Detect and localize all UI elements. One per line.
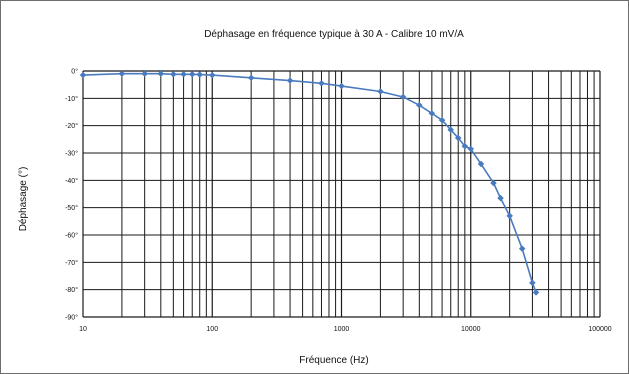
y-tick-label: -70° — [65, 259, 78, 267]
data-point — [180, 70, 187, 78]
data-point — [188, 70, 196, 78]
x-tick-label: 100 — [206, 326, 218, 333]
data-point — [532, 289, 540, 296]
data-point — [196, 71, 204, 78]
x-tick-label: 10000 — [461, 326, 481, 333]
data-point — [490, 179, 497, 187]
data-point — [467, 145, 475, 153]
data-point — [454, 134, 462, 142]
data-point — [118, 70, 126, 78]
y-tick-label: -30° — [65, 150, 78, 158]
x-axis-title: Fréquence (Hz) — [299, 355, 368, 366]
data-point — [518, 245, 526, 253]
data-point — [477, 160, 485, 168]
data-point — [529, 279, 536, 287]
data-point — [208, 71, 216, 79]
data-point — [377, 88, 384, 95]
data-point — [415, 101, 423, 109]
data-point — [438, 116, 446, 124]
x-tick-label: 100000 — [588, 326, 611, 333]
y-tick-label: -50° — [65, 204, 78, 212]
data-point — [399, 93, 407, 101]
y-tick-label: -60° — [65, 232, 78, 240]
y-tick-label: -40° — [65, 177, 78, 185]
y-tick-labels: 0° -10° -20° -30° -40° -50° -60° -70° -80° -90° — [65, 68, 78, 322]
x-tick-label: 10 — [79, 326, 87, 333]
data-point — [506, 212, 514, 220]
y-tick-label: -10° — [65, 95, 78, 103]
data-point — [318, 79, 325, 87]
x-tick-labels: 10 100 1000 10000 100000 — [79, 326, 612, 333]
data-point — [169, 70, 177, 78]
y-axis-title: Déphasage (°) — [18, 167, 29, 232]
data-point — [79, 71, 87, 79]
data-point — [247, 74, 255, 82]
y-tick-label: 0° — [71, 68, 78, 76]
grid-lines — [82, 70, 601, 318]
data-point — [447, 126, 455, 134]
x-tick-label: 1000 — [334, 326, 350, 333]
data-point — [157, 70, 165, 78]
y-tick-label: -80° — [65, 286, 78, 294]
y-tick-label: -90° — [65, 314, 78, 322]
y-tick-label: -20° — [65, 122, 78, 130]
data-point — [338, 82, 345, 90]
series-layer — [79, 70, 540, 296]
data-point — [428, 110, 436, 117]
data-point — [141, 70, 149, 78]
data-point — [461, 142, 469, 150]
chart-title: Déphasage en fréquence typique à 30 A - … — [204, 29, 464, 40]
data-point — [286, 77, 294, 84]
data-point — [497, 194, 504, 202]
